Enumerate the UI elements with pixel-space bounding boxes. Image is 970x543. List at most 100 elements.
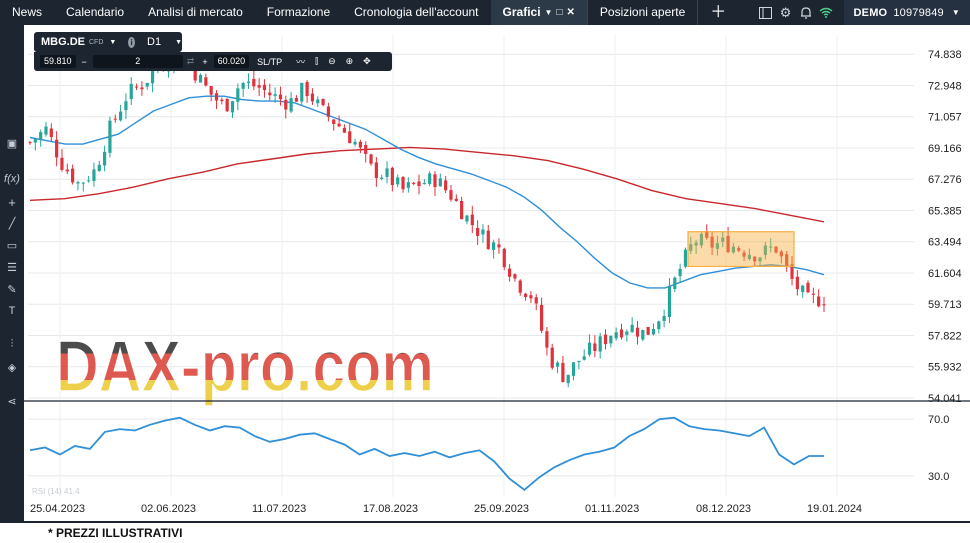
rectangle-icon[interactable]: ▭ — [6, 240, 18, 252]
candle-body — [699, 233, 704, 246]
date-tick-label: 19.01.2024 — [807, 503, 862, 515]
candle-body — [492, 242, 496, 250]
symbol-selector-bar[interactable]: MBG.DE CFD ▼ i D1 ▼ — [34, 32, 182, 52]
tab-close-icon[interactable]: ✕ — [566, 7, 575, 18]
candle-body — [769, 246, 773, 248]
nav-analisi-di-mercato[interactable]: Analisi di mercato — [148, 5, 243, 19]
sell-price-button[interactable]: 59.810 — [40, 55, 76, 68]
chart-panel-icon[interactable]: ▣ — [6, 138, 18, 150]
candle-body — [646, 327, 650, 335]
text-icon[interactable]: T — [8, 305, 16, 317]
date-tick-label: 25.09.2023 — [474, 503, 529, 515]
date-tick-label: 17.08.2023 — [363, 503, 418, 515]
drawing-toolbar: ▣ f(x) + ╱ ▭ ☰ ✎ T ⫶ ◈ ⋖ — [0, 25, 24, 523]
layers-icon[interactable]: ◈ — [7, 362, 17, 374]
candle-body — [140, 87, 144, 90]
candle-body — [715, 243, 720, 249]
nav-cronologia-account[interactable]: Cronologia dell'account — [354, 5, 479, 19]
candle-body — [385, 168, 389, 177]
candle-body — [300, 82, 304, 102]
date-tick-label: 11.07.2023 — [252, 503, 306, 515]
increase-quantity-button[interactable]: + — [202, 56, 208, 67]
timeframe-dropdown-icon[interactable]: ▼ — [175, 38, 182, 46]
nav-posizioni-aperte[interactable]: Posizioni aperte — [599, 5, 686, 19]
tab-dropdown-icon[interactable]: ▼ — [544, 8, 553, 17]
candle-body — [758, 257, 762, 262]
sl-tp-button[interactable]: SL/TP — [257, 56, 283, 67]
add-tab-icon[interactable]: ＋ — [710, 4, 727, 21]
candle-body — [683, 249, 688, 267]
info-icon[interactable]: i — [128, 36, 135, 48]
zoom-out-icon[interactable]: ⊖ — [328, 56, 336, 66]
candle-body — [518, 280, 522, 293]
candle-body — [678, 268, 682, 277]
candle-body — [81, 182, 85, 184]
chart-area[interactable]: DAX-pro.com 74.838 72.948 71.057 69.166 67.2… — [24, 25, 970, 523]
candle-body — [785, 254, 789, 266]
crosshair-icon[interactable]: + — [8, 195, 16, 210]
account-dropdown-icon[interactable]: ▼ — [951, 8, 960, 17]
quantity-input[interactable]: 2 — [92, 55, 183, 68]
timeframe-selector[interactable]: D1 — [147, 36, 162, 48]
nav-formazione[interactable]: Formazione — [266, 5, 331, 19]
bell-icon[interactable] — [796, 0, 816, 25]
candle-body — [433, 174, 437, 188]
candle-body — [619, 329, 624, 338]
indicators-icon[interactable]: ⫶ — [10, 338, 14, 350]
price-chart[interactable]: DAX-pro.com 74.838 72.948 71.057 69.166 67.2… — [24, 25, 970, 523]
candle-body — [481, 229, 485, 235]
candles-icon[interactable]: ⫿ — [315, 56, 319, 66]
candle-body — [438, 178, 442, 187]
candle-body — [545, 331, 549, 348]
candle-body — [822, 304, 826, 306]
candle-body — [614, 332, 618, 339]
highlight-box — [687, 231, 795, 268]
candle-body — [71, 168, 75, 183]
symbol-dropdown-icon[interactable]: ▼ — [109, 38, 117, 46]
symbol-name[interactable]: MBG.DE — [41, 36, 85, 48]
tab-separator — [586, 0, 588, 25]
candle-body — [294, 98, 299, 102]
candle-body — [241, 82, 245, 89]
candle-body — [44, 126, 48, 135]
tab-maximize-icon[interactable]: □ — [556, 7, 563, 18]
candle-body — [689, 244, 693, 251]
candle-body — [124, 101, 128, 111]
nav-grafici-tab[interactable]: Grafici ▼ □ ✕ — [490, 0, 587, 25]
account-label: DEMO — [853, 6, 888, 19]
account-badge[interactable]: DEMO 10979849 ▼ — [843, 0, 970, 25]
function-icon[interactable]: f(x) — [4, 173, 20, 185]
candle-body — [97, 164, 101, 171]
candle-body — [401, 177, 405, 190]
fibonacci-icon[interactable]: ☰ — [7, 262, 17, 274]
candle-body — [737, 247, 741, 251]
zoom-in-icon[interactable]: ⊕ — [345, 56, 354, 66]
candle-body — [694, 242, 698, 246]
candle-body — [539, 304, 544, 331]
decrease-quantity-button[interactable]: − — [81, 56, 87, 67]
candle-body — [460, 200, 464, 220]
settings-icon[interactable]: ⚙ — [779, 4, 792, 20]
candle-body — [774, 246, 778, 253]
candle-body — [598, 336, 602, 352]
brush-icon[interactable]: ✎ — [7, 284, 17, 296]
candle-body — [145, 82, 149, 87]
move-icon[interactable]: ✥ — [363, 56, 371, 66]
rsi-tick-label: 70.0 — [928, 414, 949, 426]
candle-body — [87, 180, 91, 182]
line-icon[interactable]: ╱ — [8, 218, 16, 230]
nav-news[interactable]: News — [12, 5, 43, 19]
candle-body — [33, 139, 37, 143]
candle-body — [449, 190, 453, 200]
candle-body — [486, 230, 490, 250]
share-icon[interactable]: ⋖ — [7, 396, 17, 408]
buy-price-button[interactable]: 60.020 — [213, 55, 250, 68]
candle-body — [753, 256, 757, 262]
price-tick-label: 55.932 — [928, 362, 962, 374]
candle-body — [731, 246, 736, 253]
nav-calendario[interactable]: Calendario — [66, 5, 125, 19]
layout-icon[interactable] — [756, 0, 776, 25]
chart-type-icon[interactable]: 〰 — [296, 57, 306, 67]
price-tick-label: 54.041 — [928, 393, 962, 405]
swap-icon[interactable]: ⇄ — [186, 56, 195, 66]
